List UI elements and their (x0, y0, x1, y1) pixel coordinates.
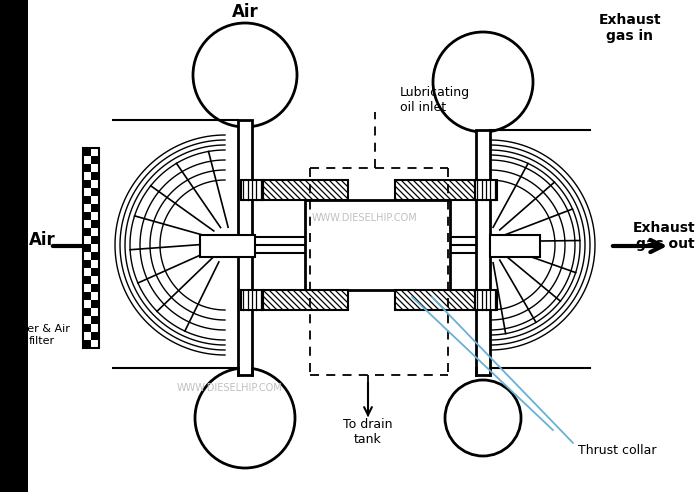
Bar (238, 120, 252, 375)
Text: Lubricating
oil inlet: Lubricating oil inlet (400, 86, 470, 114)
Bar (83, 260, 91, 268)
Bar (83, 308, 91, 316)
Bar (83, 228, 91, 236)
Bar (83, 148, 99, 348)
Text: WWW.DIESELHIP.COM: WWW.DIESELHIP.COM (177, 383, 283, 393)
Bar (91, 156, 99, 164)
Bar (83, 324, 91, 332)
Bar (91, 268, 99, 276)
Bar (83, 212, 91, 220)
Bar (83, 276, 91, 284)
Bar (395, 290, 475, 310)
Text: ncer & Air
filter: ncer & Air filter (14, 324, 70, 346)
Bar (91, 252, 99, 260)
Circle shape (195, 368, 295, 468)
Bar (91, 316, 99, 324)
Bar (241, 180, 263, 200)
Bar (83, 180, 91, 188)
Bar (91, 300, 99, 308)
Bar (83, 340, 91, 348)
Bar (91, 236, 99, 244)
Circle shape (193, 23, 297, 127)
Bar (83, 292, 91, 300)
Bar (91, 188, 99, 196)
Text: Thrust collar: Thrust collar (578, 443, 657, 457)
Bar (263, 180, 348, 200)
Bar (91, 284, 99, 292)
Bar (490, 235, 540, 257)
Bar (475, 180, 497, 200)
Text: Exhaust
gas in: Exhaust gas in (599, 13, 661, 43)
Bar (91, 332, 99, 340)
Bar (83, 148, 91, 156)
Text: WWW.DIESELHIP.COM: WWW.DIESELHIP.COM (312, 213, 418, 223)
Circle shape (445, 380, 521, 456)
Bar (91, 172, 99, 180)
Bar (83, 196, 91, 204)
Bar (200, 235, 255, 257)
Bar (91, 220, 99, 228)
Text: Air: Air (232, 3, 258, 21)
Text: Air: Air (29, 231, 55, 249)
Bar (83, 164, 91, 172)
Text: Exhaust
gas out: Exhaust gas out (632, 221, 695, 251)
Text: To drain
tank: To drain tank (343, 418, 393, 446)
Bar (0, 0, 28, 492)
Bar (476, 130, 490, 375)
Bar (305, 200, 450, 290)
Bar (475, 290, 497, 310)
Bar (91, 204, 99, 212)
Circle shape (433, 32, 533, 132)
Bar (395, 180, 475, 200)
Bar (241, 290, 263, 310)
Bar (263, 290, 348, 310)
Bar (83, 244, 91, 252)
